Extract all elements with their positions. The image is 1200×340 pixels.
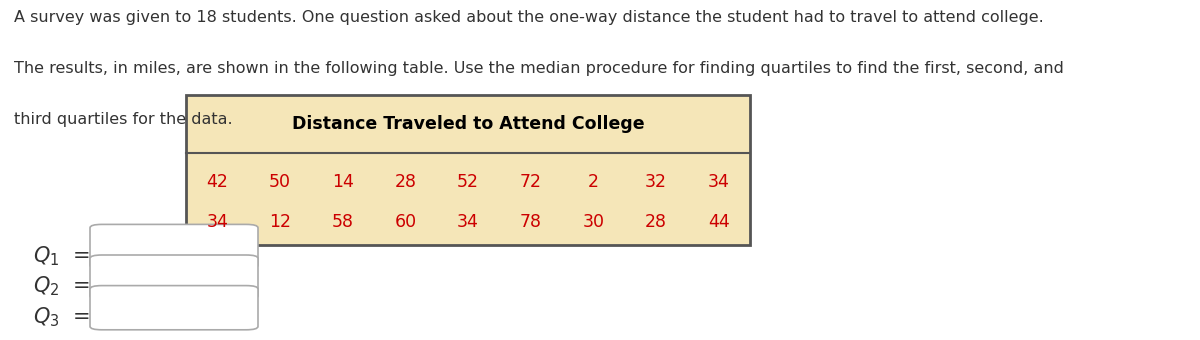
FancyBboxPatch shape <box>90 255 258 299</box>
Text: 52: 52 <box>457 173 479 191</box>
Text: $Q_1$  =: $Q_1$ = <box>34 244 90 268</box>
Text: 72: 72 <box>520 173 541 191</box>
FancyBboxPatch shape <box>90 286 258 330</box>
Text: 34: 34 <box>206 213 228 231</box>
Text: 12: 12 <box>269 213 292 231</box>
Text: 28: 28 <box>646 213 667 231</box>
Text: 14: 14 <box>331 173 354 191</box>
Text: A survey was given to 18 students. One question asked about the one-way distance: A survey was given to 18 students. One q… <box>14 10 1044 25</box>
Text: $Q_3$  =: $Q_3$ = <box>34 305 90 329</box>
Text: 42: 42 <box>206 173 228 191</box>
Text: 78: 78 <box>520 213 541 231</box>
Text: 34: 34 <box>457 213 479 231</box>
Text: The results, in miles, are shown in the following table. Use the median procedur: The results, in miles, are shown in the … <box>14 61 1064 76</box>
Text: 34: 34 <box>708 173 730 191</box>
Text: 2: 2 <box>588 173 599 191</box>
FancyBboxPatch shape <box>186 95 750 245</box>
Text: Distance Traveled to Attend College: Distance Traveled to Attend College <box>292 115 644 133</box>
Text: 44: 44 <box>708 213 730 231</box>
Text: 32: 32 <box>646 173 667 191</box>
Text: third quartiles for the data.: third quartiles for the data. <box>14 112 233 127</box>
Text: 60: 60 <box>395 213 416 231</box>
Text: 50: 50 <box>269 173 292 191</box>
Text: 28: 28 <box>395 173 416 191</box>
Text: 30: 30 <box>582 213 605 231</box>
FancyBboxPatch shape <box>90 224 258 269</box>
Text: 58: 58 <box>331 213 354 231</box>
Text: $Q_2$  =: $Q_2$ = <box>34 275 90 298</box>
